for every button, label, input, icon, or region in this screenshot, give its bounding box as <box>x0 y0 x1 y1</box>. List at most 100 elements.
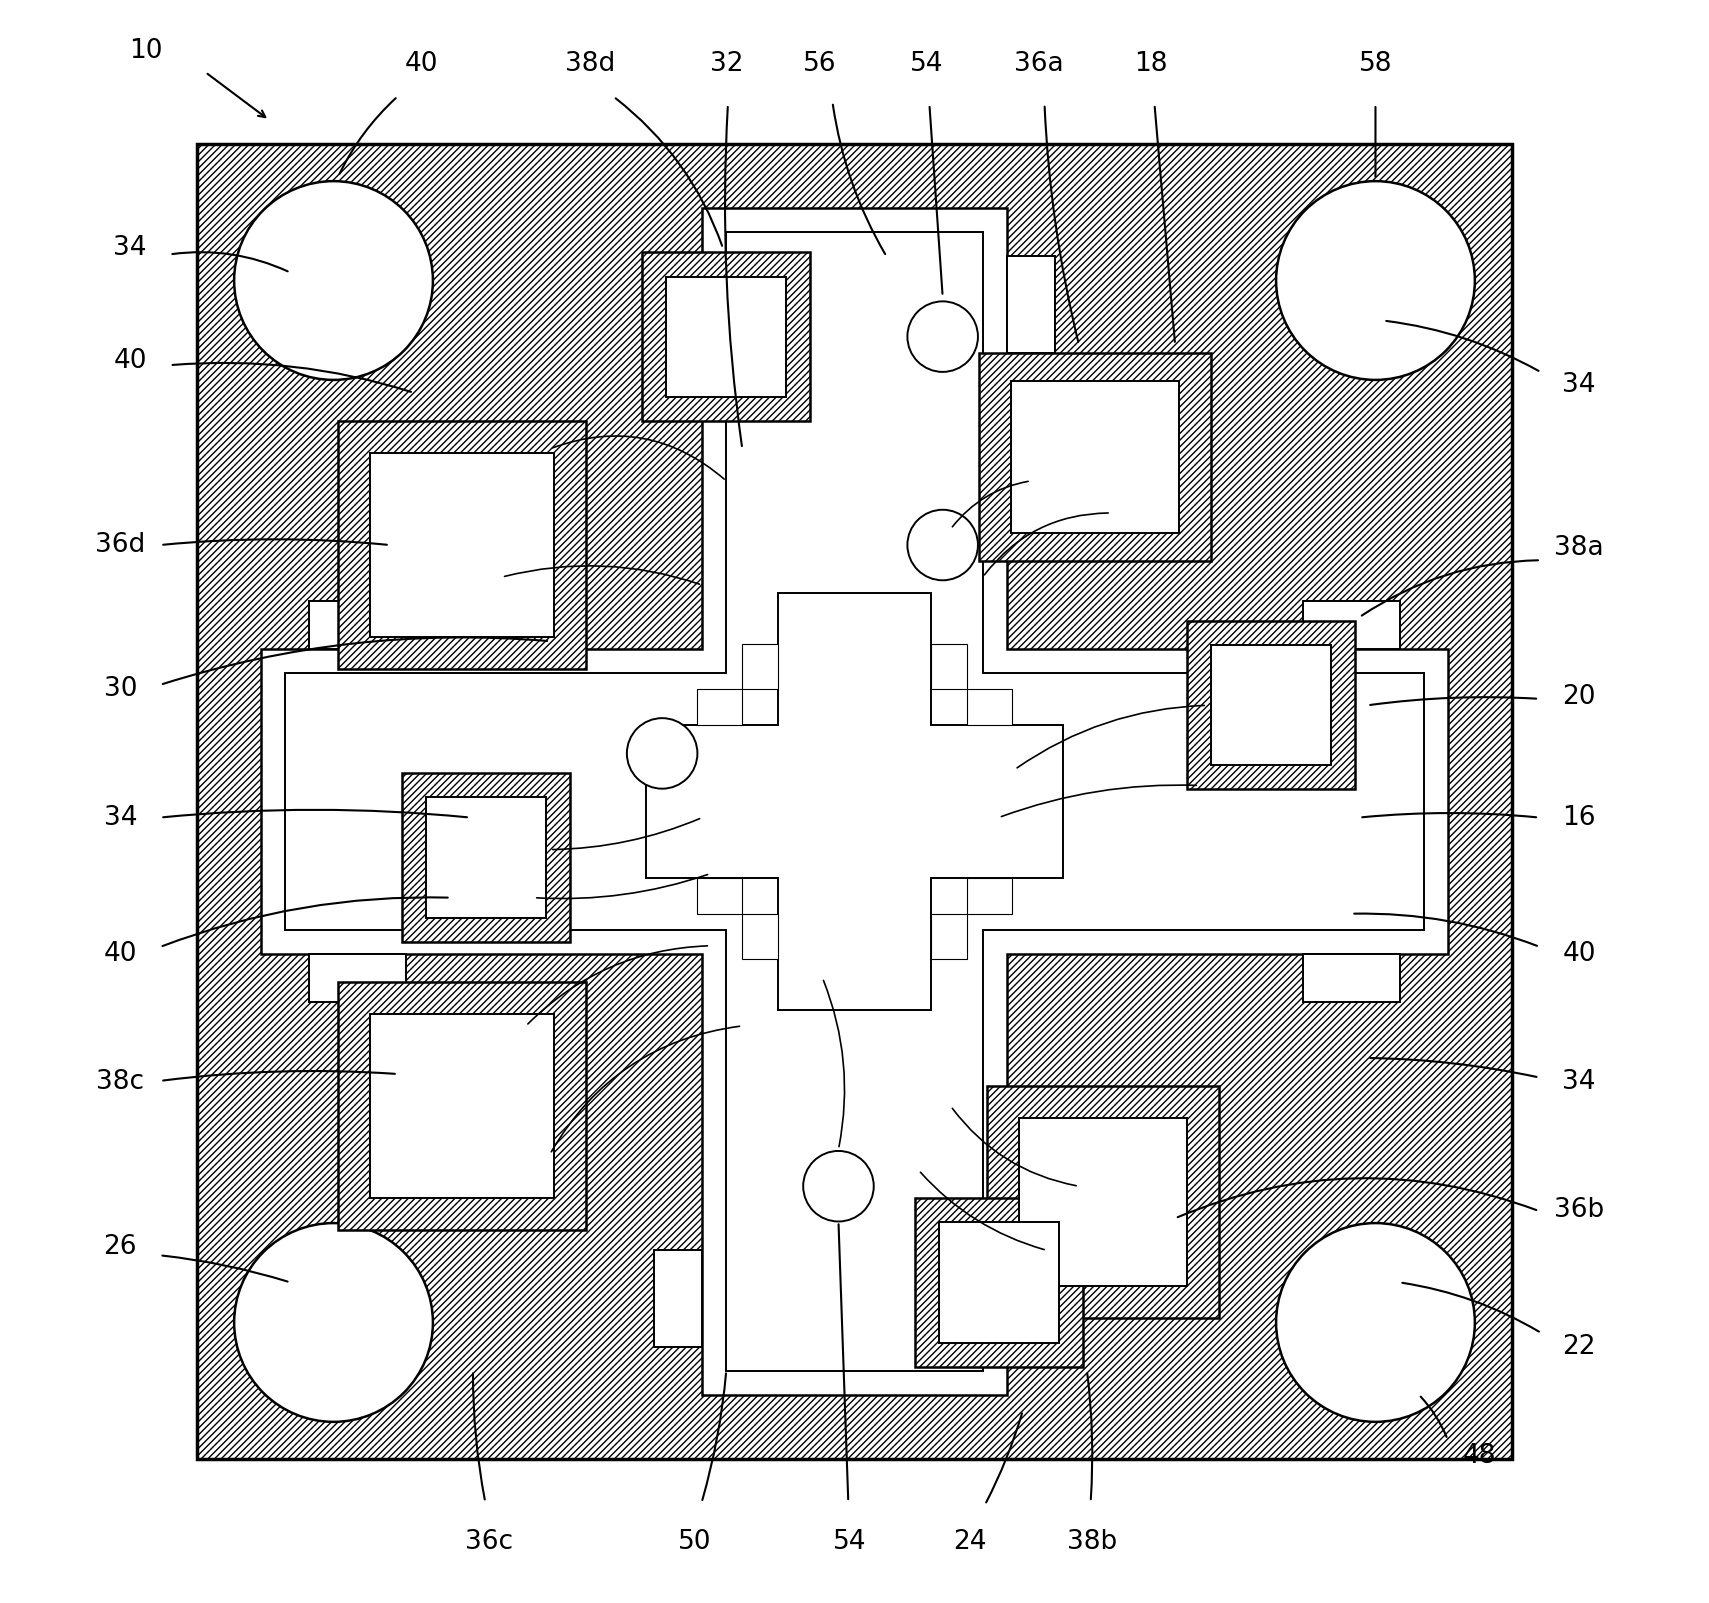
Bar <box>967 878 1012 914</box>
FancyArrowPatch shape <box>552 819 699 850</box>
Bar <box>1010 382 1179 534</box>
Bar <box>1304 954 1400 1002</box>
FancyArrowPatch shape <box>173 362 412 391</box>
Circle shape <box>234 1223 432 1422</box>
Text: 24: 24 <box>954 1529 986 1555</box>
FancyArrowPatch shape <box>1403 1282 1538 1332</box>
FancyArrowPatch shape <box>528 946 708 1024</box>
Text: 58: 58 <box>1359 51 1393 77</box>
FancyArrowPatch shape <box>340 98 396 173</box>
Text: 34: 34 <box>1562 1069 1596 1095</box>
Text: 30: 30 <box>104 676 137 702</box>
FancyArrowPatch shape <box>984 513 1107 575</box>
Bar <box>979 353 1212 561</box>
FancyArrowPatch shape <box>162 539 386 545</box>
Bar <box>338 981 586 1231</box>
Bar <box>655 256 702 353</box>
FancyArrowPatch shape <box>1178 1178 1536 1217</box>
Bar <box>742 644 778 689</box>
Bar <box>1007 1250 1054 1347</box>
Polygon shape <box>285 232 1424 1371</box>
FancyArrowPatch shape <box>552 1026 740 1153</box>
FancyArrowPatch shape <box>162 1255 287 1281</box>
Text: 34: 34 <box>1562 372 1596 398</box>
FancyArrowPatch shape <box>162 810 467 818</box>
FancyArrowPatch shape <box>930 107 942 293</box>
Bar <box>931 914 967 959</box>
FancyArrowPatch shape <box>1001 785 1196 816</box>
FancyArrowPatch shape <box>1371 1058 1536 1077</box>
FancyArrowPatch shape <box>1017 705 1205 768</box>
Bar <box>655 1250 702 1347</box>
Bar <box>369 454 554 638</box>
FancyArrowPatch shape <box>173 252 287 271</box>
Bar <box>643 253 810 422</box>
FancyArrowPatch shape <box>725 107 742 446</box>
Text: 40: 40 <box>113 348 147 373</box>
Bar <box>931 644 967 689</box>
Text: 56: 56 <box>803 51 836 77</box>
Text: 20: 20 <box>1562 684 1596 710</box>
Text: 38d: 38d <box>566 51 615 77</box>
Text: 36a: 36a <box>1013 51 1063 77</box>
Bar <box>697 878 742 914</box>
Text: 26: 26 <box>104 1234 137 1260</box>
FancyArrowPatch shape <box>702 1374 726 1500</box>
FancyArrowPatch shape <box>986 1414 1022 1502</box>
Text: 10: 10 <box>130 38 162 64</box>
Text: 22: 22 <box>1562 1334 1596 1359</box>
Circle shape <box>234 181 432 380</box>
FancyArrowPatch shape <box>921 1172 1044 1250</box>
Bar <box>938 1223 1060 1343</box>
Circle shape <box>627 718 697 789</box>
FancyArrowPatch shape <box>473 1374 485 1499</box>
Text: 32: 32 <box>709 51 743 77</box>
Bar <box>667 277 786 398</box>
Text: 40: 40 <box>104 941 137 967</box>
Text: 54: 54 <box>909 51 943 77</box>
Circle shape <box>803 1151 873 1221</box>
Bar <box>309 954 405 1002</box>
FancyArrowPatch shape <box>1371 697 1536 705</box>
Bar <box>1019 1119 1188 1286</box>
Text: 34: 34 <box>104 805 137 830</box>
FancyArrowPatch shape <box>1362 813 1536 818</box>
FancyArrowPatch shape <box>832 104 885 255</box>
Text: 38a: 38a <box>1553 535 1603 561</box>
Bar <box>914 1199 1084 1366</box>
Bar <box>986 1087 1219 1318</box>
Bar <box>1007 256 1054 353</box>
Text: 40: 40 <box>405 51 439 77</box>
Bar <box>309 601 405 649</box>
FancyArrowPatch shape <box>1362 561 1538 616</box>
Polygon shape <box>261 208 1448 1395</box>
FancyArrowPatch shape <box>162 638 547 684</box>
Bar <box>338 422 586 670</box>
Bar <box>369 1015 554 1199</box>
FancyArrowPatch shape <box>1044 106 1078 341</box>
FancyArrowPatch shape <box>162 1071 395 1080</box>
FancyArrowPatch shape <box>952 1108 1077 1186</box>
FancyArrowPatch shape <box>1386 321 1538 370</box>
Bar <box>742 914 778 959</box>
FancyArrowPatch shape <box>207 74 265 117</box>
FancyArrowPatch shape <box>504 566 699 583</box>
Text: 36b: 36b <box>1553 1197 1605 1223</box>
Bar <box>402 774 571 943</box>
FancyArrowPatch shape <box>552 436 725 479</box>
Bar <box>1188 622 1355 789</box>
Polygon shape <box>646 593 1063 1010</box>
Text: 34: 34 <box>113 236 147 261</box>
Bar <box>197 144 1512 1459</box>
Text: 18: 18 <box>1135 51 1167 77</box>
FancyArrowPatch shape <box>162 898 448 946</box>
FancyArrowPatch shape <box>615 98 723 245</box>
Circle shape <box>1277 181 1475 380</box>
Bar <box>967 689 1012 725</box>
Text: 50: 50 <box>677 1529 711 1555</box>
Bar <box>1212 646 1331 766</box>
Text: 36c: 36c <box>465 1529 513 1555</box>
FancyArrowPatch shape <box>1087 1374 1092 1499</box>
Text: 54: 54 <box>832 1529 866 1555</box>
Text: 40: 40 <box>1562 941 1596 967</box>
